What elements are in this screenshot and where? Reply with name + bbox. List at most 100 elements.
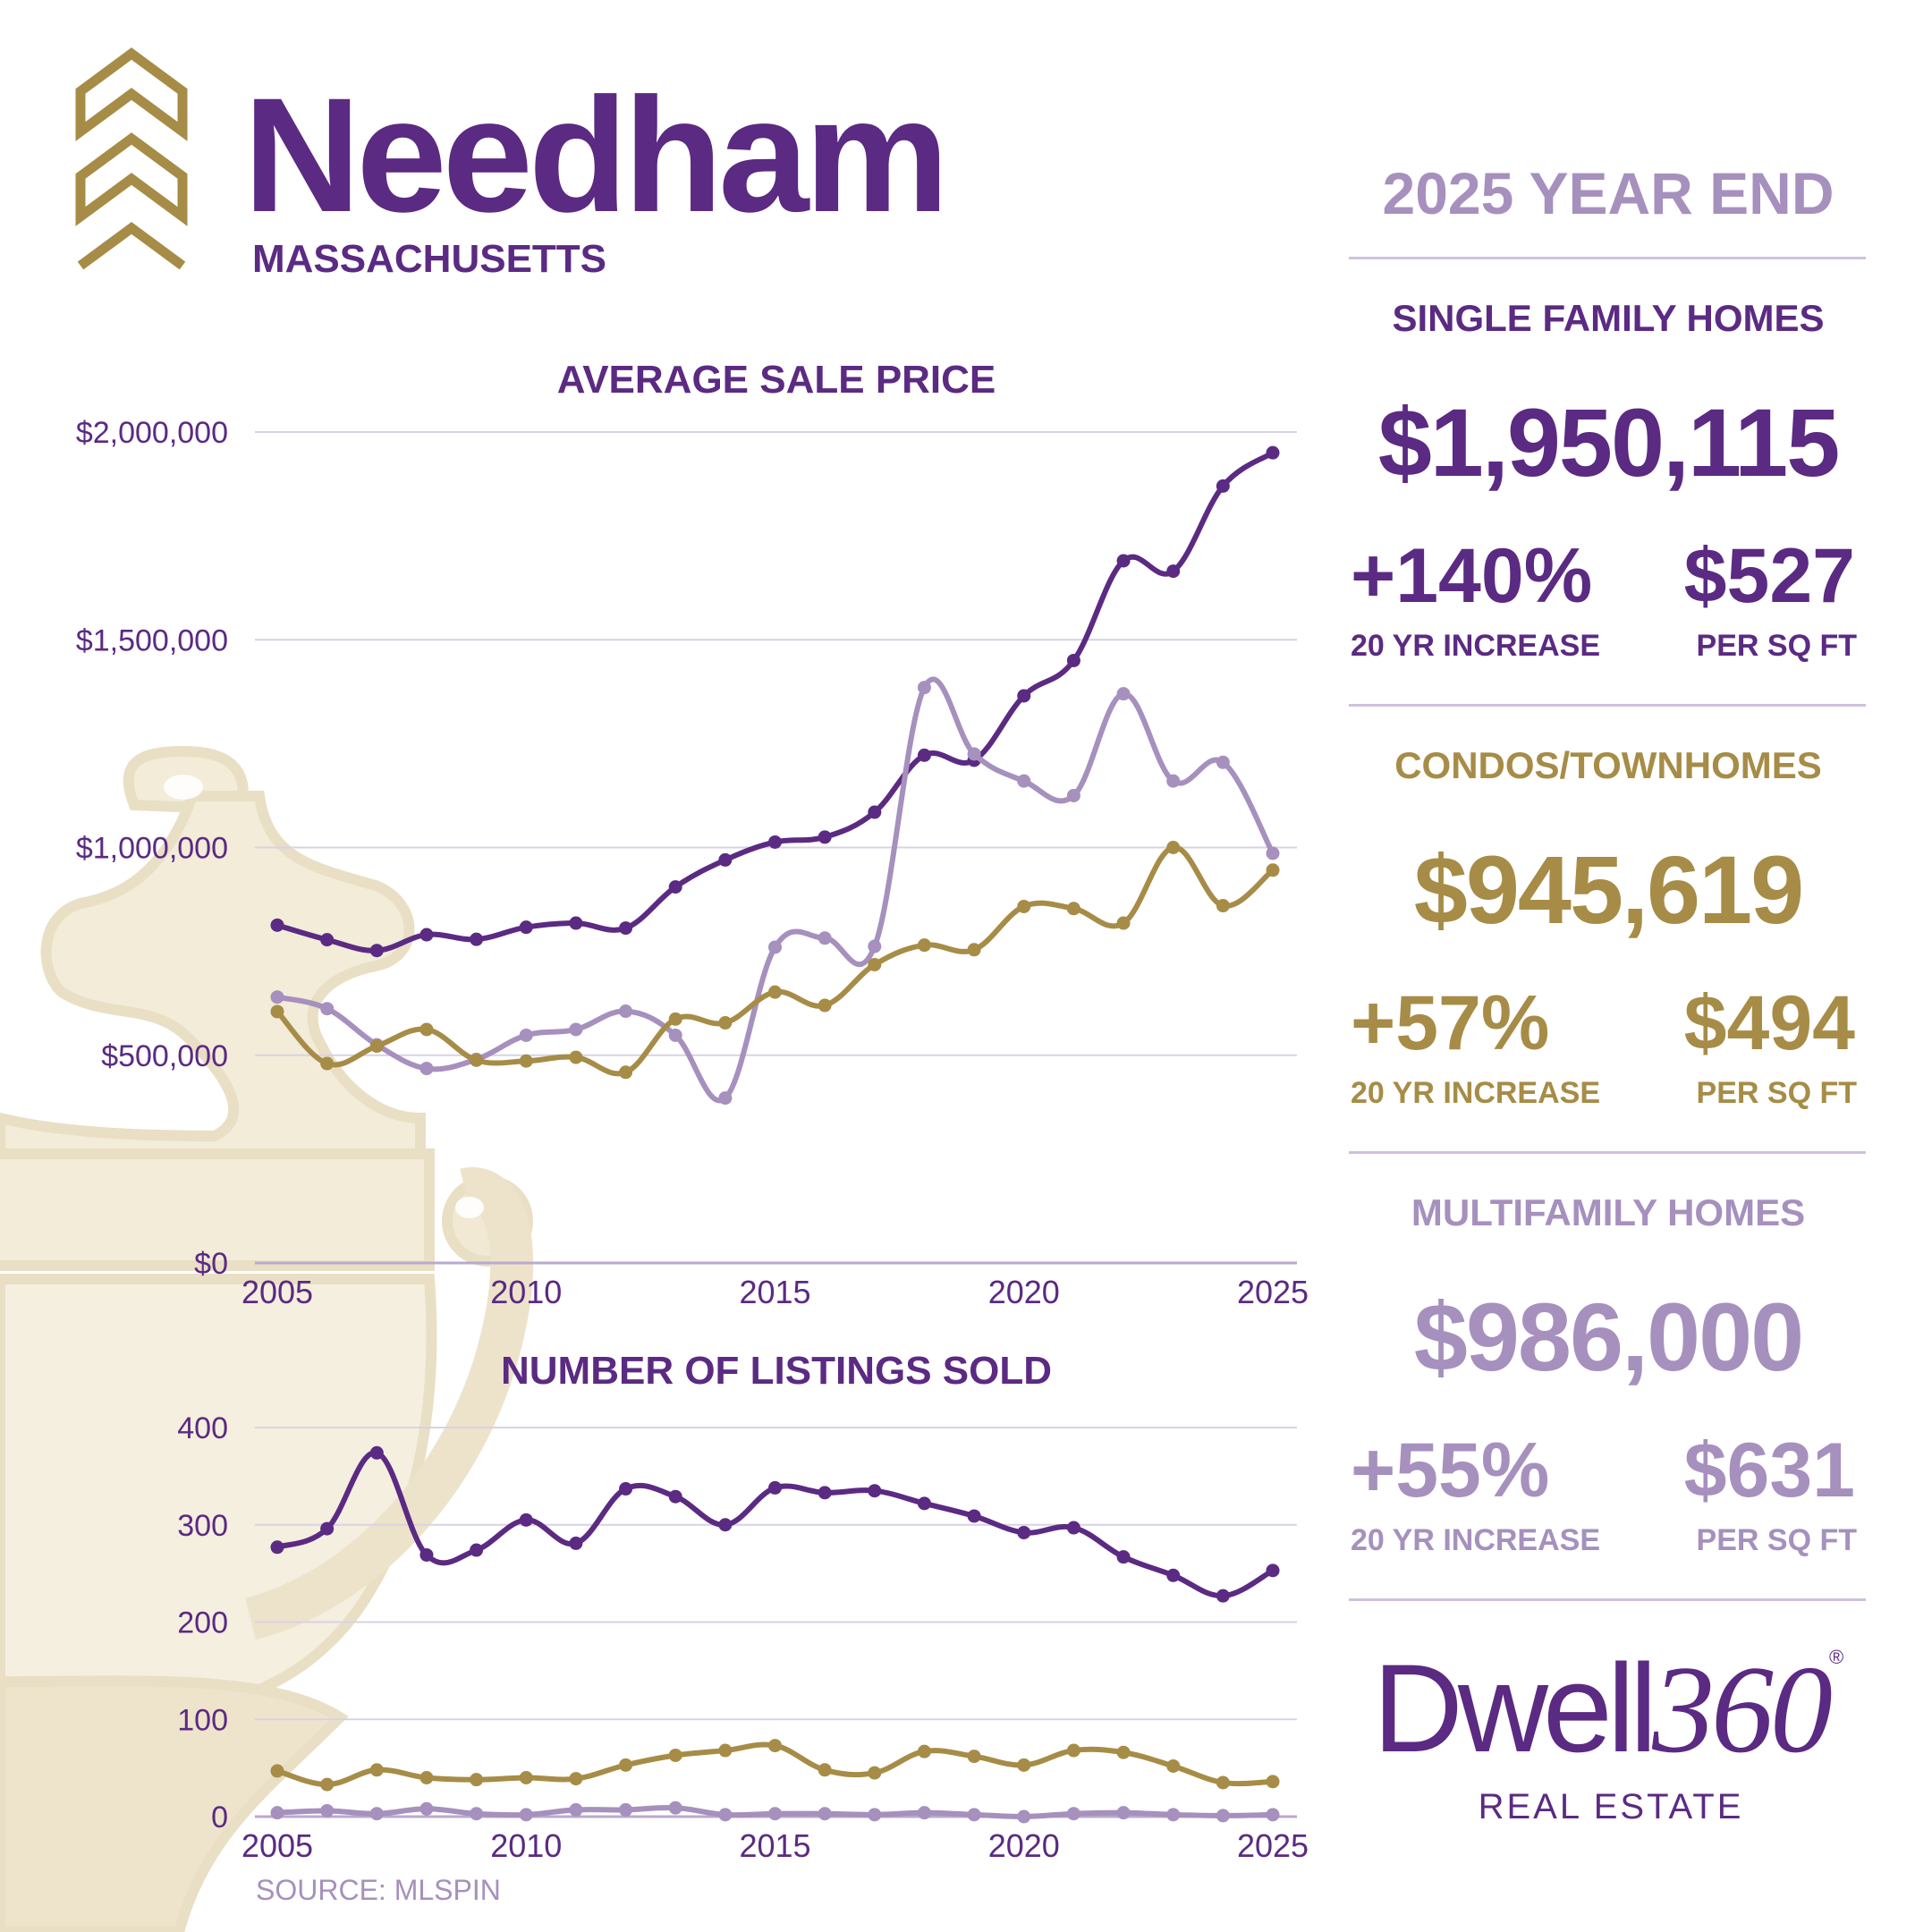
price-point-condos [619,1065,633,1080]
price-y-tick-label: $2,000,000 [76,416,228,450]
single-family-ppsf-label: PER SQ FT [1696,629,1857,663]
price-point-condos [718,1016,733,1030]
condos-increase: +57% [1351,980,1550,1066]
price-point-single_family [868,805,882,819]
listings-x-tick-label: 2025 [1237,1827,1309,1864]
listings-x-tick-label: 2020 [988,1827,1060,1864]
price-point-multifamily [1266,846,1280,860]
condos-increase-label: 20 YR INCREASE [1351,1076,1601,1110]
listings-point-condos [1017,1758,1031,1772]
listings-point-single_family [1017,1525,1031,1539]
brand-tagline: REAL ESTATE [1478,1787,1744,1826]
price-y-tick-label: $1,000,000 [76,832,228,866]
price-point-condos [1066,902,1080,916]
listings-point-multifamily [668,1801,682,1815]
listings-x-tick-label: 2015 [739,1827,810,1864]
price-x-tick-label: 2020 [988,1274,1060,1310]
price-point-single_family [917,748,931,762]
listings-point-multifamily [1216,1809,1230,1823]
brand-name-dwell: Dwell [1372,1638,1657,1778]
price-point-condos [270,1004,284,1019]
price-point-multifamily [1017,774,1031,788]
listings-point-condos [818,1763,832,1777]
listings-point-single_family [470,1543,484,1557]
price-point-condos [1116,916,1131,930]
price-point-condos [1216,899,1230,913]
price-point-single_family [419,928,434,942]
price-point-condos [668,1012,682,1026]
listings-point-multifamily [917,1806,931,1820]
multifamily-label: MULTIFAMILY HOMES [1411,1191,1806,1233]
condos-label: CONDOS/TOWNHOMES [1394,744,1822,786]
listings-point-single_family [369,1445,384,1460]
listings-point-condos [519,1771,533,1784]
divider [1349,1598,1866,1601]
listings-point-condos [1116,1745,1131,1759]
listings-point-multifamily [1017,1809,1031,1824]
listings-point-single_family [668,1489,682,1504]
price-x-tick-label: 2015 [739,1274,810,1310]
price-x-tick-label: 2005 [242,1274,313,1310]
brand-logo: Dwell360® [1349,1646,1868,1773]
listings-point-multifamily [768,1807,782,1821]
price-point-single_family [270,918,284,932]
price-y-tick-label: $0 [194,1247,228,1281]
price-x-tick-label: 2025 [1237,1274,1309,1310]
price-point-single_family [470,932,484,946]
listings-point-condos [619,1758,633,1772]
listings-point-single_family [619,1482,633,1496]
listings-point-condos [917,1744,931,1758]
price-point-multifamily [569,1022,583,1037]
multifamily-ppsf-label: PER SQ FT [1696,1523,1857,1557]
listings-point-single_family [1066,1521,1080,1535]
listings-point-condos [569,1772,583,1786]
listings-point-single_family [270,1540,284,1555]
listings-point-multifamily [1116,1806,1131,1820]
listings-point-condos [470,1773,484,1787]
price-point-single_family [369,944,384,958]
listings-point-condos [718,1743,733,1758]
price-point-multifamily [1066,788,1080,802]
divider [1349,1151,1866,1154]
price-point-condos [1166,841,1181,854]
price-series-line-condos [275,844,1275,1077]
listings-point-condos [1266,1775,1280,1789]
listings-point-condos [1066,1743,1080,1758]
listings-point-single_family [917,1496,931,1511]
price-point-condos [419,1022,434,1037]
price-point-condos [320,1056,335,1071]
price-point-single_family [569,916,583,930]
price-point-single_family [1066,653,1080,667]
price-point-multifamily [868,939,882,953]
listings-point-condos [320,1777,335,1792]
condos-ppsf-label: PER SQ FT [1696,1076,1857,1110]
listings-point-multifamily [369,1807,384,1821]
price-point-condos [917,938,931,953]
price-point-multifamily [917,681,931,695]
listings-point-single_family [967,1509,981,1523]
town-title: Needham [243,64,949,246]
price-point-single_family [1017,689,1031,703]
listings-point-condos [369,1763,384,1777]
price-point-condos [519,1054,533,1068]
listings-point-single_family [718,1518,733,1532]
price-chart-title: AVERAGE SALE PRICE [556,358,996,402]
price-point-multifamily [1166,774,1181,788]
multifamily-increase: +55% [1351,1428,1550,1513]
listings-point-condos [1166,1758,1181,1773]
listings-point-single_family [320,1521,335,1536]
listings-point-single_family [768,1480,782,1495]
price-point-multifamily [320,1002,335,1016]
listings-y-tick-label: 400 [177,1411,228,1445]
single-family-label: SINGLE FAMILY HOMES [1392,297,1825,339]
listings-point-single_family [868,1484,882,1498]
price-point-multifamily [1216,755,1230,769]
listings-point-single_family [419,1547,434,1562]
price-point-single_family [320,933,335,947]
price-y-tick-label: $1,500,000 [76,623,228,657]
listings-x-tick-label: 2010 [490,1827,562,1864]
brand-name-360: 360 [1652,1640,1833,1779]
listings-point-multifamily [270,1806,284,1820]
price-series-line-single_family [275,450,1275,953]
listings-point-multifamily [868,1808,882,1822]
